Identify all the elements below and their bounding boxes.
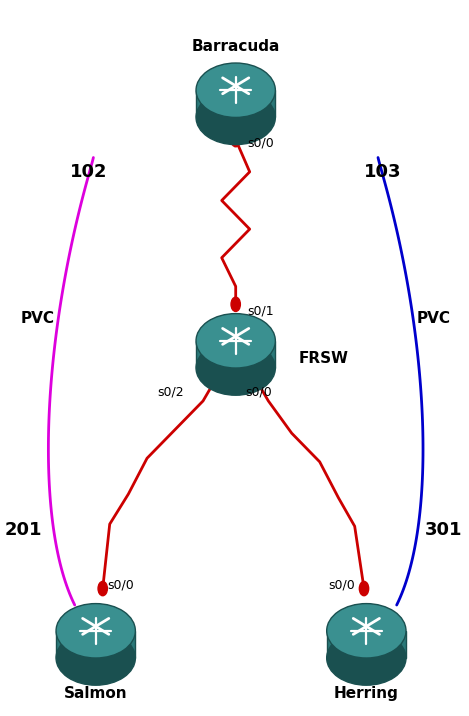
Ellipse shape	[196, 314, 275, 368]
Circle shape	[98, 581, 107, 596]
Text: Salmon: Salmon	[64, 686, 128, 700]
Polygon shape	[327, 631, 406, 658]
Polygon shape	[56, 631, 136, 658]
Polygon shape	[196, 90, 275, 117]
Ellipse shape	[196, 63, 275, 117]
Text: Herring: Herring	[334, 686, 399, 700]
Ellipse shape	[196, 90, 275, 145]
Circle shape	[359, 581, 369, 596]
Text: 201: 201	[5, 521, 42, 539]
Circle shape	[231, 297, 241, 311]
Ellipse shape	[196, 341, 275, 395]
Text: s0/0: s0/0	[328, 579, 355, 591]
Circle shape	[231, 132, 241, 147]
Circle shape	[210, 374, 219, 388]
Text: s0/0: s0/0	[107, 579, 134, 591]
Text: 102: 102	[70, 163, 107, 181]
Text: s0/0: s0/0	[247, 137, 274, 150]
Text: PVC: PVC	[20, 311, 54, 326]
Ellipse shape	[56, 604, 136, 658]
Ellipse shape	[56, 631, 136, 685]
Polygon shape	[196, 341, 275, 368]
Ellipse shape	[327, 631, 406, 685]
Text: s0/1: s0/1	[247, 304, 274, 317]
Text: FRSW: FRSW	[299, 351, 348, 365]
Text: PVC: PVC	[417, 311, 451, 326]
Text: s0/2: s0/2	[158, 386, 184, 399]
Text: s0/0: s0/0	[245, 386, 272, 399]
Text: Barracuda: Barracuda	[191, 39, 280, 54]
Ellipse shape	[327, 604, 406, 658]
Text: 103: 103	[364, 163, 401, 181]
Text: 301: 301	[424, 521, 462, 539]
Circle shape	[252, 374, 261, 388]
